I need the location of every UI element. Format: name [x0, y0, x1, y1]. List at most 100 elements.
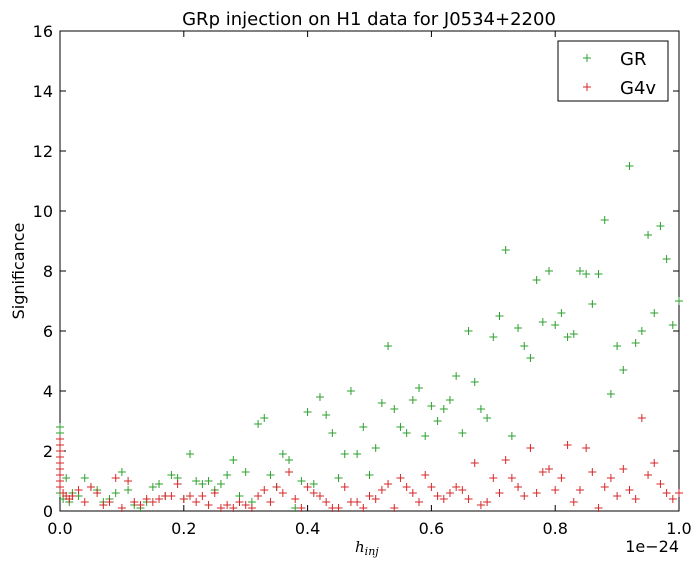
point-g4v	[148, 498, 157, 506]
point-g4v	[415, 498, 424, 506]
plot-area	[56, 30, 683, 512]
point-g4v	[483, 498, 492, 506]
point-g4v	[421, 471, 430, 479]
point-g4v	[551, 486, 560, 494]
point-gr	[334, 474, 343, 482]
point-gr	[470, 378, 479, 386]
point-g4v	[359, 504, 368, 512]
point-g4v	[402, 483, 411, 491]
point-gr	[489, 333, 498, 341]
x-tick-label: 1.0	[666, 519, 691, 538]
point-gr	[501, 246, 510, 254]
point-g4v	[625, 486, 634, 494]
point-g4v	[458, 486, 467, 494]
point-gr	[625, 162, 634, 170]
point-g4v	[433, 492, 442, 500]
point-gr	[439, 405, 448, 413]
point-g4v	[99, 501, 108, 509]
point-gr	[167, 471, 176, 479]
legend-marker-gr	[583, 54, 591, 62]
legend-marker-g4v	[583, 83, 591, 91]
legend-plus-gr	[583, 54, 591, 62]
point-g4v	[520, 492, 529, 500]
point-gr	[551, 321, 560, 329]
point-gr	[445, 396, 454, 404]
point-gr	[346, 387, 355, 395]
point-gr	[402, 429, 411, 437]
point-g4v	[309, 489, 318, 497]
y-tick-label: 8	[43, 262, 53, 281]
legend-plus-g4v	[583, 83, 591, 91]
point-gr	[377, 399, 386, 407]
x-tick-label: 0.8	[542, 519, 567, 538]
y-tick-label: 0	[43, 502, 53, 521]
point-gr	[303, 408, 312, 416]
y-tick-label: 14	[33, 82, 53, 101]
point-gr	[650, 309, 659, 317]
point-g4v	[619, 465, 628, 473]
point-g4v	[56, 483, 64, 491]
point-gr	[204, 477, 213, 485]
point-gr	[353, 450, 362, 458]
point-g4v	[247, 504, 256, 512]
y-axis-label: Significance	[9, 223, 28, 320]
point-g4v	[600, 483, 609, 491]
point-gr	[613, 342, 622, 350]
point-gr	[514, 324, 523, 332]
legend-box	[557, 40, 669, 102]
x-tick-label: 0.0	[47, 519, 72, 538]
point-g4v	[588, 468, 597, 476]
point-g4v	[278, 489, 287, 497]
point-gr	[458, 429, 467, 437]
point-g4v	[142, 495, 151, 503]
point-gr	[285, 456, 294, 464]
point-g4v	[68, 492, 77, 500]
x-tick-label: 0.6	[419, 519, 444, 538]
x-tick-label: 0.4	[295, 519, 320, 538]
point-g4v	[575, 486, 584, 494]
point-gr	[260, 414, 269, 422]
legend-label-gr: GR	[620, 49, 646, 70]
point-gr	[668, 321, 677, 329]
point-gr	[266, 471, 275, 479]
point-g4v	[315, 492, 324, 500]
point-gr	[675, 297, 683, 305]
plot-frame	[59, 30, 680, 512]
point-g4v	[235, 498, 244, 506]
point-g4v	[303, 483, 312, 491]
x-tick-label: 0.2	[171, 519, 196, 538]
point-g4v	[637, 414, 646, 422]
point-gr	[117, 468, 126, 476]
point-g4v	[390, 504, 399, 512]
point-g4v	[538, 468, 547, 476]
point-gr	[415, 384, 424, 392]
x-axis-label-main: h	[355, 538, 365, 556]
point-g4v	[105, 498, 114, 506]
point-gr	[371, 444, 380, 452]
legend: GR G4v	[557, 40, 669, 102]
point-g4v	[427, 483, 436, 491]
point-gr	[532, 276, 541, 284]
point-g4v	[291, 495, 300, 503]
y-tick-label: 10	[33, 202, 53, 221]
point-gr	[62, 474, 71, 482]
point-gr	[588, 300, 597, 308]
point-gr	[520, 342, 529, 350]
point-g4v	[452, 483, 461, 491]
point-g4v	[167, 492, 176, 500]
point-g4v	[80, 498, 89, 506]
point-g4v	[130, 498, 139, 506]
point-gr	[464, 327, 473, 335]
point-g4v	[439, 495, 448, 503]
point-gr	[600, 216, 609, 224]
data-points	[56, 162, 683, 512]
point-g4v	[470, 459, 479, 467]
point-gr	[322, 411, 331, 419]
point-gr	[575, 267, 584, 275]
point-gr	[433, 417, 442, 425]
point-g4v	[384, 480, 393, 488]
point-g4v	[501, 456, 510, 464]
point-g4v	[111, 474, 120, 482]
point-g4v	[582, 444, 591, 452]
point-g4v	[476, 501, 485, 509]
